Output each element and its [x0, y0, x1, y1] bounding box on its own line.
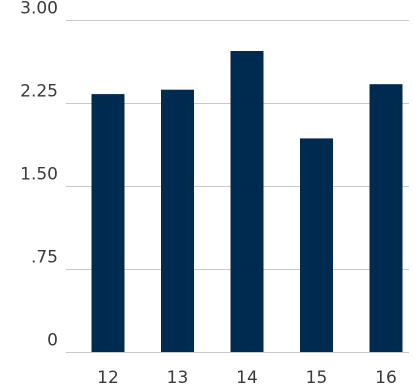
x-tick-label: 12: [97, 368, 119, 385]
y-tick-label: 1.50: [20, 165, 58, 185]
bar-12: [91, 94, 125, 352]
x-tick-label: 15: [306, 368, 328, 385]
bar-13: [161, 89, 194, 352]
bar-16: [369, 84, 403, 352]
bar-14: [230, 51, 264, 352]
y-axis-tick-labels: 0 .75 1.50 2.25 3.00: [20, 0, 58, 351]
x-tick-label: 13: [167, 368, 189, 385]
bars: [91, 51, 403, 352]
y-tick-label: 3.00: [20, 0, 58, 19]
x-tick-label: 16: [375, 368, 397, 385]
bar-15: [300, 138, 333, 352]
x-axis-tick-labels: 12 13 14 15 16: [97, 368, 397, 385]
y-tick-label: 2.25: [20, 82, 58, 102]
y-tick-label: 0: [47, 331, 58, 351]
y-tick-label: .75: [31, 248, 58, 268]
x-tick-label: 14: [236, 368, 258, 385]
